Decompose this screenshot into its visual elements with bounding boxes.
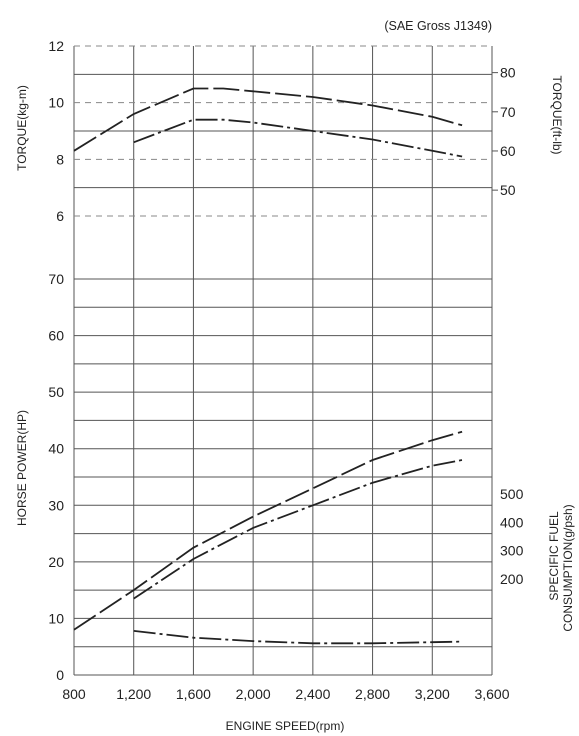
torque-kgm-tick-label: 12 [48,38,64,54]
torque-kgm-tick-label: 8 [56,151,64,167]
series-line-4 [133,459,463,600]
x-tick-label: 800 [62,686,86,702]
torque-kgm-tick-label: 6 [56,208,64,224]
fuel-tick-label: 500 [500,486,524,502]
x-tick-label: 3,600 [474,686,509,702]
x-tick-label: 2,800 [355,686,390,702]
series-line-1 [73,87,463,152]
horsepower-tick-label: 40 [48,441,64,457]
fuel-axis-label-line1: SPECIFIC FUEL [547,511,561,601]
horsepower-tick-label: 10 [48,610,64,626]
x-tick-label: 1,200 [116,686,151,702]
torque-ftlb-tick-label: 60 [500,143,516,159]
torque-ftlb-tick-label: 70 [500,104,516,120]
fuel-axis-label-line2: CONSUMPTION(g/psh) [561,504,575,631]
torque-kgm-tick-label: 10 [48,95,64,111]
series-line-2 [133,118,463,158]
series-line-5 [133,630,463,645]
torque-right-axis-label: TORQUE(ft-lb) [550,75,564,154]
x-axis-label: ENGINE SPEED(rpm) [226,719,345,733]
fuel-tick-label: 200 [500,571,524,587]
horsepower-tick-label: 0 [56,667,64,683]
x-tick-label: 3,200 [415,686,450,702]
x-tick-label: 1,600 [176,686,211,702]
x-tick-label: 2,000 [236,686,271,702]
torque-ftlb-tick-label: 80 [500,65,516,81]
horsepower-tick-label: 70 [48,271,64,287]
horsepower-axis-label: HORSE POWER(HP) [15,410,29,526]
horsepower-tick-label: 20 [48,554,64,570]
torque-left-axis-label: TORQUE(kg-m) [15,85,29,171]
chart-title: (SAE Gross J1349) [384,19,492,33]
x-tick-label: 2,400 [295,686,330,702]
fuel-tick-label: 300 [500,543,524,559]
series-line-3 [73,430,463,631]
torque-ftlb-tick-label: 50 [500,182,516,198]
fuel-tick-label: 400 [500,514,524,530]
horsepower-tick-label: 50 [48,384,64,400]
horsepower-tick-label: 30 [48,497,64,513]
horsepower-tick-label: 60 [48,328,64,344]
